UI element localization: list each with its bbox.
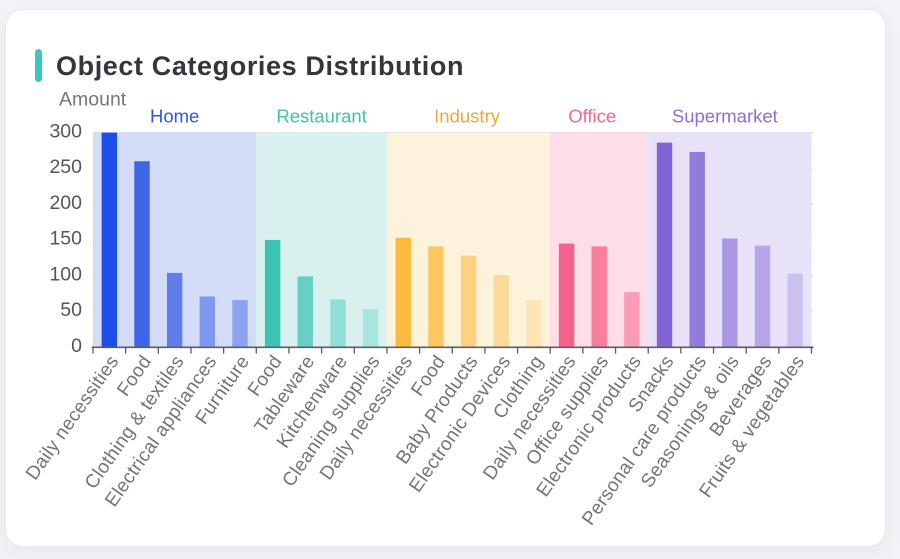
- svg-text:0: 0: [71, 335, 82, 357]
- svg-text:Industry: Industry: [434, 106, 501, 127]
- svg-text:150: 150: [49, 228, 82, 250]
- svg-text:300: 300: [49, 120, 82, 142]
- svg-text:100: 100: [49, 263, 82, 285]
- svg-text:250: 250: [49, 156, 82, 178]
- svg-text:200: 200: [49, 192, 82, 214]
- svg-text:Office: Office: [568, 106, 616, 127]
- svg-text:50: 50: [60, 299, 82, 321]
- svg-text:Restaurant: Restaurant: [276, 106, 367, 127]
- svg-text:Amount: Amount: [59, 89, 127, 111]
- svg-text:Home: Home: [150, 106, 199, 127]
- svg-text:Supermarket: Supermarket: [672, 106, 778, 127]
